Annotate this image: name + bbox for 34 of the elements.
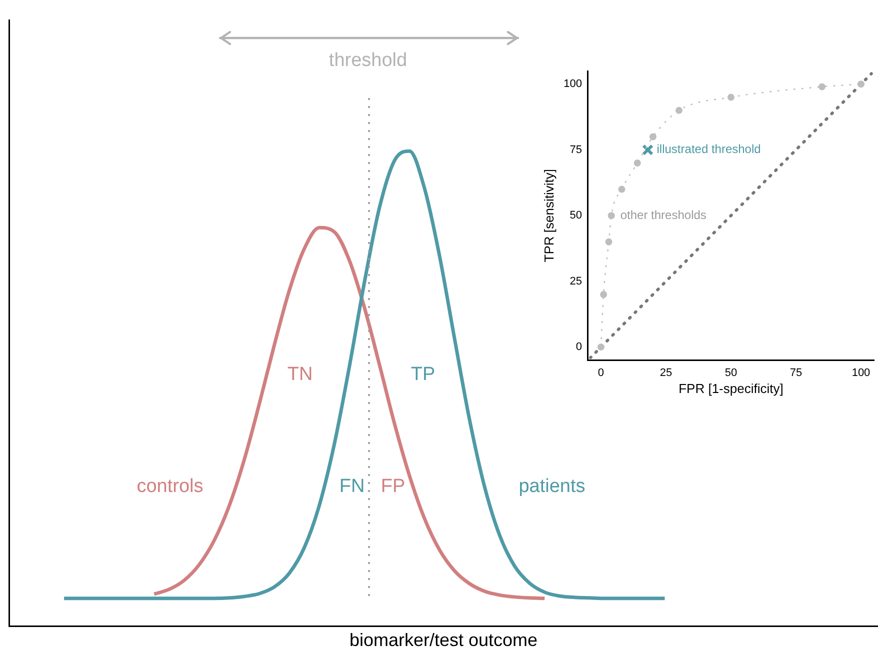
x-axis-title: FPR [1-specificity] xyxy=(678,380,784,396)
annotation: FP xyxy=(380,476,406,498)
point xyxy=(675,106,682,114)
point xyxy=(649,133,656,140)
x-tick-label: 50 xyxy=(724,366,738,379)
x-tick-label: 100 xyxy=(852,366,870,379)
point xyxy=(642,144,654,156)
y-axis-title: TPR [sensitivity] xyxy=(541,169,556,262)
x-tick-label: 75 xyxy=(790,366,802,379)
y-tick-label: 75 xyxy=(570,144,582,156)
y-tick-label: 0 xyxy=(576,341,582,354)
point xyxy=(597,344,604,351)
point xyxy=(858,80,864,88)
y-tick-label: 50 xyxy=(570,210,582,222)
y-tick-label: 25 xyxy=(570,275,582,288)
point xyxy=(818,83,826,90)
point xyxy=(634,160,641,167)
series-label: controls xyxy=(136,476,204,498)
point xyxy=(618,186,626,193)
annotation: illustrated threshold xyxy=(656,142,761,156)
series-label: patients xyxy=(518,476,586,498)
point xyxy=(727,94,734,101)
x-tick-label: 0 xyxy=(598,366,604,379)
text: threshold xyxy=(328,50,408,72)
annotation: TP xyxy=(410,364,436,386)
annotation: other thresholds xyxy=(620,208,706,222)
annotation: FN xyxy=(339,476,365,498)
point xyxy=(600,290,608,298)
point xyxy=(605,238,612,246)
annotation: TN xyxy=(287,364,313,386)
y-tick-label: 100 xyxy=(564,78,582,90)
x-tick-label: 25 xyxy=(660,366,672,379)
point xyxy=(608,212,615,220)
x-axis-title: biomarker/test outcome xyxy=(349,630,538,650)
